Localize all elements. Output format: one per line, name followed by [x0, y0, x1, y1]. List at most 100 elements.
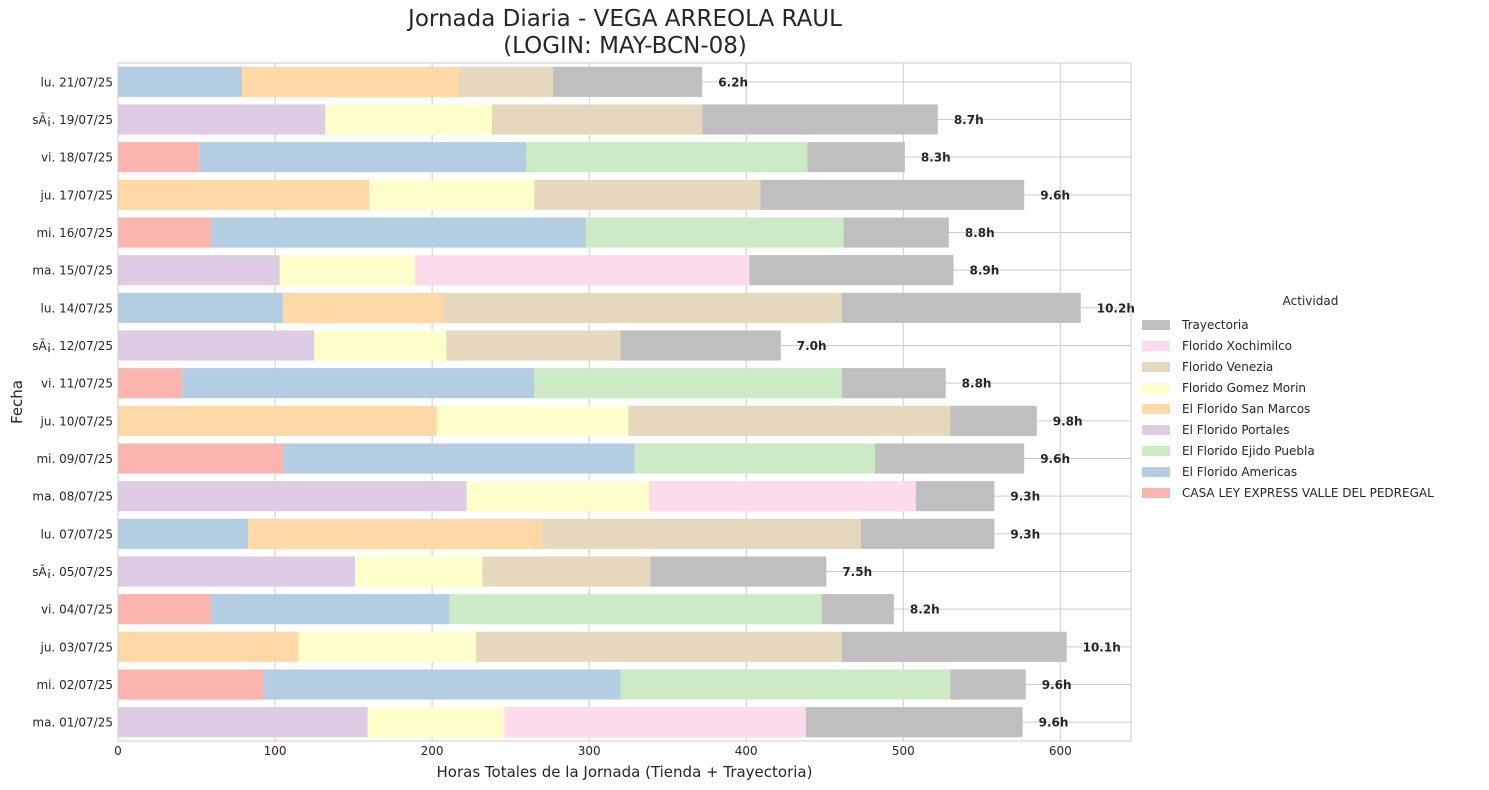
bar-segment	[534, 368, 843, 399]
bar-segment	[314, 330, 447, 361]
legend-item: Trayectoria	[1138, 314, 1483, 335]
bar-segment	[248, 518, 543, 549]
bar-segment	[875, 443, 1025, 474]
bar-total-label: 8.8h	[962, 377, 992, 391]
bar-segment	[950, 405, 1037, 436]
bar-segment	[807, 142, 905, 173]
bar-segment	[620, 669, 951, 700]
bar-total-label: 8.9h	[970, 264, 1000, 278]
legend-item: Florido Venezia	[1138, 356, 1483, 377]
y-tick-label: ma. 08/07/25	[32, 490, 113, 504]
legend-swatch	[1142, 466, 1170, 477]
bar-segment	[443, 292, 843, 323]
legend-item: El Florido San Marcos	[1138, 398, 1483, 419]
bar-segment	[118, 179, 370, 210]
x-axis-label: Horas Totales de la Jornada (Tienda + Tr…	[437, 763, 813, 781]
bar-segment	[542, 518, 861, 549]
bar-segment	[367, 707, 505, 738]
legend-swatch	[1142, 487, 1170, 498]
chart-subtitle: (LOGIN: MAY-BCN-08)	[503, 33, 747, 59]
bar-segment	[210, 594, 450, 625]
y-tick-label: mi. 09/07/25	[36, 452, 113, 466]
bar-segment	[466, 481, 649, 512]
x-tick-label: 0	[114, 744, 122, 758]
bar-segment	[821, 594, 894, 625]
bar-segment	[118, 707, 368, 738]
y-tick-label: vi. 18/07/25	[41, 151, 113, 165]
y-tick-label: lu. 14/07/25	[41, 301, 113, 315]
bar-segment	[842, 631, 1067, 662]
bar-segment	[702, 104, 938, 135]
bar-segment	[842, 368, 946, 399]
bar-segment	[504, 707, 806, 738]
x-tick-label: 100	[264, 744, 287, 758]
legend-swatch	[1142, 361, 1170, 372]
bar-segment	[634, 443, 876, 474]
legend-item: CASA LEY EXPRESS VALLE DEL PEDREGAL	[1138, 482, 1483, 503]
bar-segment	[749, 255, 954, 286]
y-tick-label: mi. 16/07/25	[36, 226, 113, 240]
x-tick-label: 200	[421, 744, 444, 758]
legend-label: Florido Xochimilco	[1182, 338, 1293, 353]
legend-title: Actividad	[1282, 294, 1339, 308]
y-tick-label: ma. 15/07/25	[32, 264, 113, 278]
y-tick-label: sÃ¡. 19/07/25	[32, 112, 113, 127]
bar-total-label: 8.3h	[921, 151, 951, 165]
bar-segment	[476, 631, 843, 662]
bar-segment	[210, 217, 587, 248]
bar-total-label: 8.7h	[954, 113, 984, 127]
bar-segment	[118, 405, 437, 436]
bar-segment	[843, 217, 949, 248]
bar-segment	[182, 368, 535, 399]
legend-swatch	[1142, 424, 1170, 435]
bar-segment	[118, 217, 211, 248]
bar-segment	[118, 631, 299, 662]
legend-label: El Florido Americas	[1182, 464, 1298, 479]
legend-item: El Florido Portales	[1138, 419, 1483, 440]
legend-item: Florido Xochimilco	[1138, 335, 1483, 356]
bar-segment	[118, 594, 211, 625]
bar-segment	[842, 292, 1081, 323]
bar-segment	[950, 669, 1026, 700]
bar-total-label: 10.2h	[1097, 301, 1135, 315]
legend-swatch	[1142, 319, 1170, 330]
x-tick-label: 400	[735, 744, 758, 758]
y-tick-label: lu. 21/07/25	[41, 75, 113, 89]
bar-segment	[458, 66, 554, 97]
y-tick-label: ju. 17/07/25	[40, 188, 113, 202]
legend-label: Florido Gomez Morin	[1182, 380, 1307, 395]
y-tick-label: sÃ¡. 05/07/25	[32, 564, 113, 579]
y-tick-label: ju. 03/07/25	[40, 640, 113, 654]
bar-total-label: 9.6h	[1039, 716, 1069, 730]
bar-segment	[620, 330, 781, 361]
legend-item: El Florido Americas	[1138, 461, 1483, 482]
bar-segment	[118, 104, 326, 135]
bar-segment	[199, 142, 527, 173]
legend-items: Trayectoria Florido Xochimilco Florido Ven…	[1138, 314, 1483, 503]
legend-swatch	[1142, 340, 1170, 351]
bar-segment	[586, 217, 844, 248]
bar-segment	[118, 330, 315, 361]
bar-segment	[449, 594, 822, 625]
bar-segment	[118, 255, 280, 286]
bar-segment	[242, 66, 459, 97]
bar-total-label: 9.3h	[1010, 527, 1040, 541]
bar-segment	[118, 518, 249, 549]
legend-swatch	[1142, 403, 1170, 414]
bar-segment	[355, 556, 483, 587]
legend-swatch	[1142, 382, 1170, 393]
bar-segment	[118, 142, 200, 173]
bar-segment	[282, 443, 635, 474]
bar-segment	[436, 405, 629, 436]
bar-segment	[414, 255, 750, 286]
plot-area: 6.2h 8.7h 8.3h 9.6h 8.8h 8.9h 10.2h 7.0h 8.8h 9.8…	[8, 62, 1135, 781]
bar-segment	[282, 292, 444, 323]
bar-segment	[648, 481, 916, 512]
bar-total-label: 10.1h	[1083, 640, 1121, 654]
bar-segment	[553, 66, 703, 97]
x-tick-label: 300	[578, 744, 601, 758]
y-tick-label: ju. 10/07/25	[40, 414, 113, 428]
bar-segment	[760, 179, 1025, 210]
bar-segment	[628, 405, 951, 436]
